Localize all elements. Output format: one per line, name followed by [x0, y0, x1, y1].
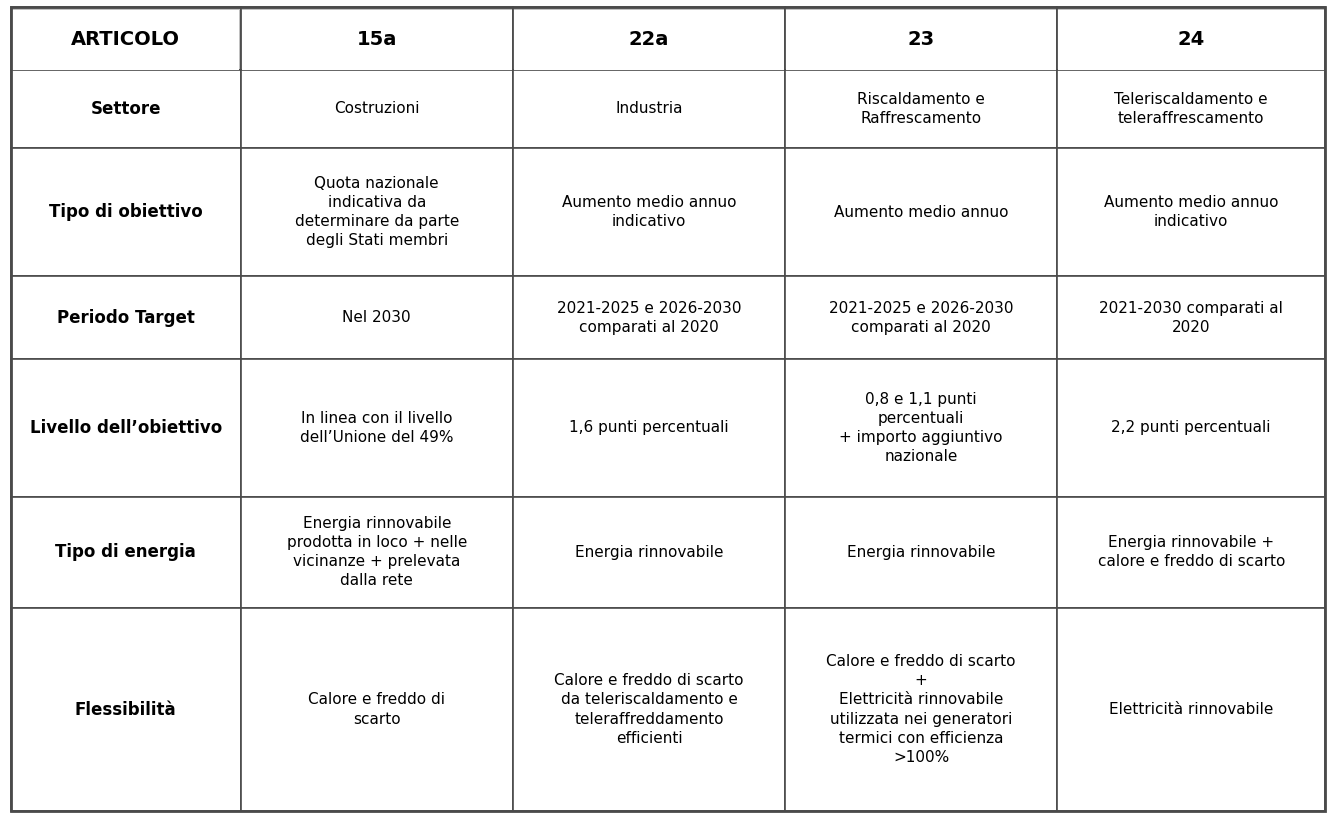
Bar	[513, 148, 786, 276]
Text: 2021-2030 comparati al
2020: 2021-2030 comparati al 2020	[1100, 301, 1283, 335]
Text: 24: 24	[1177, 29, 1205, 49]
Text: Quota nazionale
indicativa da
determinare da parte
degli Stati membri: Quota nazionale indicativa da determinar…	[295, 176, 460, 249]
Text: Periodo Target: Periodo Target	[57, 308, 195, 326]
Text: 2021-2025 e 2026-2030
comparati al 2020: 2021-2025 e 2026-2030 comparati al 2020	[828, 301, 1013, 335]
Bar	[786, 497, 1057, 608]
Bar	[514, 11, 784, 70]
Bar	[240, 7, 513, 70]
Bar	[786, 276, 1057, 359]
Text: Calore e freddo di
scarto: Calore e freddo di scarto	[309, 693, 445, 726]
Text: Energia rinnovabile: Energia rinnovabile	[574, 545, 723, 560]
Bar	[786, 608, 1057, 811]
Text: Aumento medio annuo
indicativo: Aumento medio annuo indicativo	[1104, 195, 1279, 229]
Bar	[786, 7, 1057, 70]
Bar	[240, 148, 513, 276]
Bar	[11, 276, 240, 359]
Text: In linea con il livello
dell’Unione del 49%: In linea con il livello dell’Unione del …	[301, 411, 453, 445]
Bar	[11, 497, 240, 608]
Bar	[240, 608, 513, 811]
Text: Teleriscaldamento e
teleraffrescamento: Teleriscaldamento e teleraffrescamento	[1114, 92, 1268, 126]
Bar	[513, 359, 786, 497]
Text: 0,8 e 1,1 punti
percentuali
+ importo aggiuntivo
nazionale: 0,8 e 1,1 punti percentuali + importo ag…	[839, 392, 1003, 465]
Bar	[787, 11, 1055, 70]
Bar	[240, 70, 513, 148]
Bar	[1057, 70, 1325, 148]
Text: Settore: Settore	[91, 100, 160, 118]
Bar	[11, 608, 240, 811]
Bar	[1058, 11, 1324, 70]
Text: 1,6 punti percentuali: 1,6 punti percentuali	[569, 420, 728, 435]
Text: Industria: Industria	[615, 101, 683, 116]
Bar	[1057, 276, 1325, 359]
Bar	[513, 497, 786, 608]
Bar	[240, 497, 513, 608]
Bar	[12, 11, 239, 70]
Text: Tipo di energia: Tipo di energia	[55, 543, 196, 561]
Text: Aumento medio annuo: Aumento medio annuo	[834, 204, 1009, 220]
Bar	[11, 148, 240, 276]
Bar	[1057, 148, 1325, 276]
Bar	[240, 276, 513, 359]
Bar	[513, 7, 786, 70]
Bar	[1057, 7, 1325, 70]
Text: Aumento medio annuo
indicativo: Aumento medio annuo indicativo	[561, 195, 736, 229]
Text: Calore e freddo di scarto
+
Elettricità rinnovabile
utilizzata nei generatori
te: Calore e freddo di scarto + Elettricità …	[826, 654, 1015, 765]
Text: Riscaldamento e
Raffrescamento: Riscaldamento e Raffrescamento	[858, 92, 985, 126]
Text: Energia rinnovabile +
calore e freddo di scarto: Energia rinnovabile + calore e freddo di…	[1098, 535, 1285, 569]
Bar	[786, 70, 1057, 148]
Bar	[513, 70, 786, 148]
Text: Livello dell’obiettivo: Livello dell’obiettivo	[29, 419, 222, 437]
Bar	[1057, 497, 1325, 608]
Text: 2,2 punti percentuali: 2,2 punti percentuali	[1112, 420, 1271, 435]
Bar	[513, 608, 786, 811]
Bar	[11, 70, 240, 148]
Text: Elettricità rinnovabile: Elettricità rinnovabile	[1109, 702, 1273, 717]
Text: Tipo di obiettivo: Tipo di obiettivo	[49, 203, 203, 221]
Text: 2021-2025 e 2026-2030
comparati al 2020: 2021-2025 e 2026-2030 comparati al 2020	[557, 301, 741, 335]
Text: 15a: 15a	[357, 29, 397, 49]
Text: Energia rinnovabile
prodotta in loco + nelle
vicinanze + prelevata
dalla rete: Energia rinnovabile prodotta in loco + n…	[287, 516, 468, 588]
Bar	[513, 276, 786, 359]
Bar	[240, 359, 513, 497]
Text: Calore e freddo di scarto
da teleriscaldamento e
teleraffreddamento
efficienti: Calore e freddo di scarto da teleriscald…	[554, 673, 744, 746]
Bar	[1057, 608, 1325, 811]
Text: Costruzioni: Costruzioni	[334, 101, 420, 116]
Text: 22a: 22a	[629, 29, 669, 49]
Text: Nel 2030: Nel 2030	[342, 310, 411, 326]
Bar	[11, 359, 240, 497]
Text: 23: 23	[907, 29, 935, 49]
Bar	[242, 11, 512, 70]
Text: Energia rinnovabile: Energia rinnovabile	[847, 545, 995, 560]
Bar	[786, 359, 1057, 497]
Bar	[1057, 359, 1325, 497]
Bar	[11, 7, 240, 70]
Text: ARTICOLO: ARTICOLO	[71, 29, 180, 49]
Bar	[786, 148, 1057, 276]
Text: Flessibilità: Flessibilità	[75, 700, 176, 718]
